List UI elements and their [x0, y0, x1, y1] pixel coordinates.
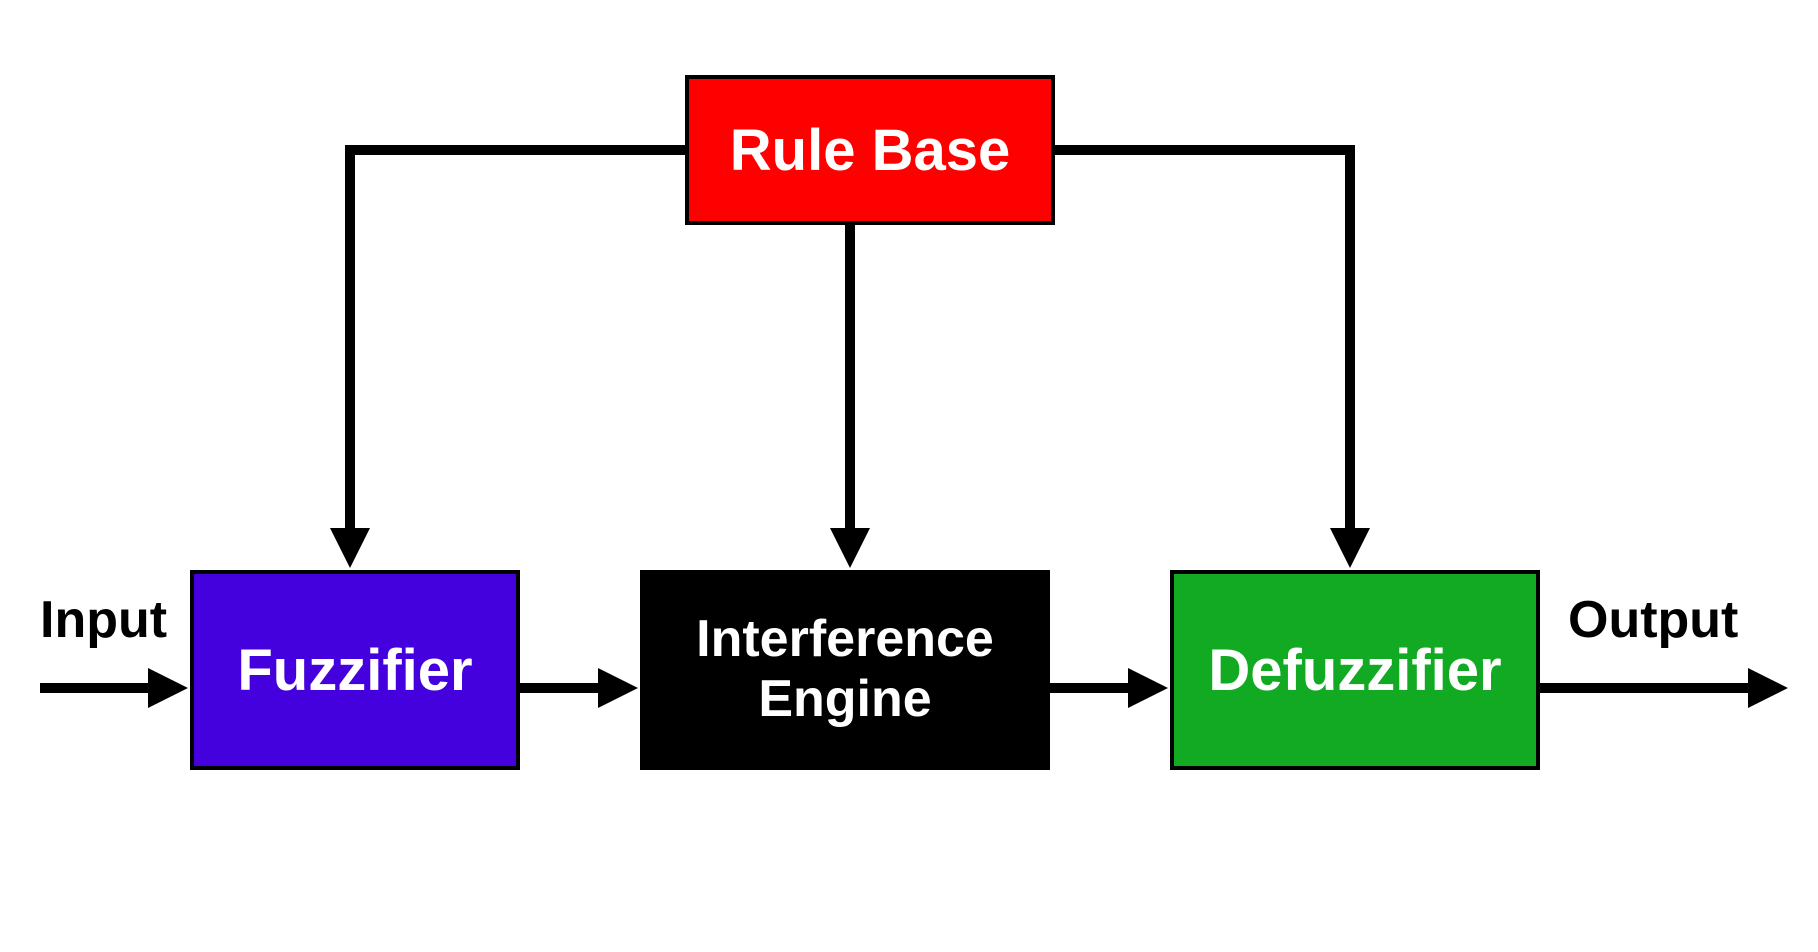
rule-base-box: Rule Base — [685, 75, 1055, 225]
rule-base-label: Rule Base — [730, 117, 1010, 184]
interference-engine-label: Interference Engine — [696, 610, 994, 730]
output-label: Output — [1568, 590, 1738, 650]
input-label: Input — [40, 590, 167, 650]
interference-engine-box: Interference Engine — [640, 570, 1050, 770]
arrow-rulebase-to-fuzzifier — [350, 150, 685, 550]
fuzzifier-label: Fuzzifier — [237, 637, 472, 704]
interference-line2: Engine — [696, 670, 994, 730]
arrow-rulebase-to-defuzzifier — [1055, 150, 1350, 550]
fuzzifier-box: Fuzzifier — [190, 570, 520, 770]
defuzzifier-label: Defuzzifier — [1208, 637, 1501, 704]
interference-line1: Interference — [696, 610, 994, 670]
defuzzifier-box: Defuzzifier — [1170, 570, 1540, 770]
